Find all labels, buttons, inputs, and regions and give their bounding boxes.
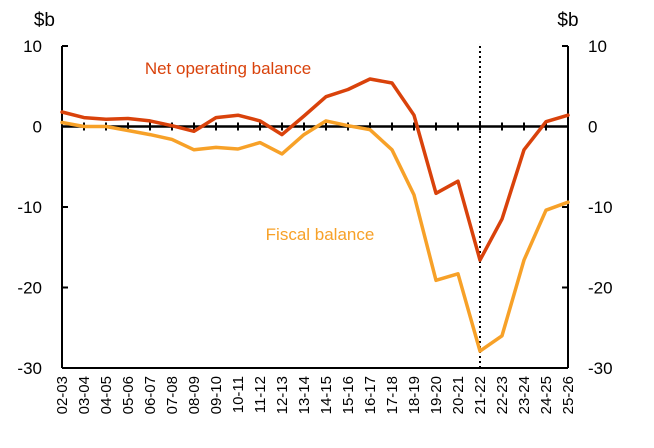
x-tick-label: 25-26 (560, 376, 577, 414)
axes (61, 45, 569, 369)
y-tick-label-right: -10 (588, 198, 613, 217)
x-tick-label: 20-21 (450, 376, 467, 414)
series-label-fiscal-balance: Fiscal balance (266, 225, 375, 244)
x-tick-label: 21-22 (472, 376, 489, 414)
x-tick-label: 19-20 (428, 376, 445, 414)
x-tick-label: 08-09 (186, 376, 203, 414)
y-tick-label-right: 10 (588, 37, 607, 56)
x-tick-label: 10-11 (230, 376, 247, 413)
series-labels: Net operating balance Fiscal balance (145, 59, 375, 244)
series-line-net-operating-balance (60, 77, 570, 262)
y-tick-label-right: -30 (588, 359, 613, 378)
x-tick-label: 18-19 (406, 376, 423, 414)
x-tick-label: 17-18 (384, 376, 401, 414)
x-tick-label: 06-07 (142, 376, 159, 414)
y-tick-label-right: -20 (588, 279, 613, 298)
x-tick-label: 24-25 (538, 376, 555, 414)
y-tick-label-left: 10 (23, 37, 42, 56)
y-axis-right: 10 0 -10 -20 -30 (588, 37, 613, 378)
y-tick-label-left: -30 (17, 359, 42, 378)
x-tick-label: 15-16 (340, 376, 357, 414)
y-axis-unit-right: $b (557, 10, 578, 31)
x-tick-label: 23-24 (516, 376, 533, 414)
x-tick-label: 02-03 (54, 376, 71, 414)
x-tick-label: 04-05 (98, 376, 115, 414)
y-tick-label-left: -10 (17, 198, 42, 217)
x-tick-label: 09-10 (208, 376, 225, 414)
y-tick-label-left: 0 (33, 118, 42, 137)
x-tick-label: 11-12 (252, 376, 269, 413)
x-tick-label: 03-04 (76, 376, 93, 414)
x-tick-label: 05-06 (120, 376, 137, 414)
series-lines (60, 77, 570, 353)
series-label-net-operating-balance: Net operating balance (145, 59, 311, 78)
x-tick-label: 14-15 (318, 376, 335, 414)
y-tick-label-left: -20 (17, 279, 42, 298)
y-axis-left: 10 0 -10 -20 -30 (17, 37, 42, 378)
x-tick-label: 22-23 (494, 376, 511, 414)
x-tick-label: 16-17 (362, 376, 379, 414)
x-tick-label: 12-13 (274, 376, 291, 414)
series-line-fiscal-balance (60, 119, 570, 353)
x-axis: 02-03 03-04 04-05 05-06 06-07 07-08 08-09 09-10… (54, 376, 577, 414)
x-tick-label: 07-08 (164, 376, 181, 414)
y-axis-unit-left: $b (34, 10, 55, 31)
y-tick-label-right: 0 (588, 118, 597, 137)
x-tick-label: 13-14 (296, 376, 313, 414)
